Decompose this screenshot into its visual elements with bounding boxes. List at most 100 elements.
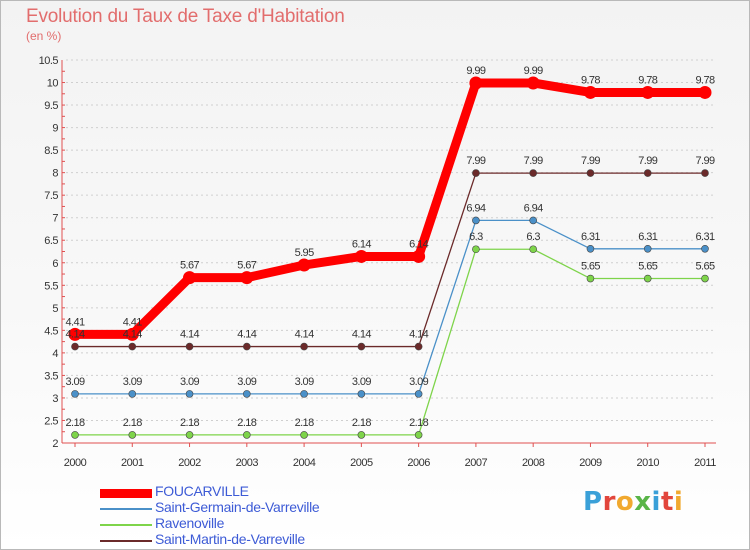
data-label: 9.78 (638, 74, 657, 86)
x-tick-label: 2010 (636, 457, 659, 469)
legend-label: Saint-Germain-de-Varreville (155, 499, 320, 515)
data-point (586, 274, 595, 283)
data-label: 2.18 (237, 417, 256, 429)
data-point (586, 244, 595, 253)
data-labels: 2.18 2.18 2.18 2.18 2.18 2.18 2.18 6.3 6.3 5.65 5.… (65, 65, 715, 429)
data-point (641, 85, 655, 99)
data-label: 3.09 (65, 376, 84, 388)
data-label: 3.09 (409, 376, 428, 388)
data-point (243, 342, 251, 351)
y-tick-label: 9 (52, 123, 58, 135)
data-point (414, 342, 423, 351)
data-label: 9.99 (466, 65, 485, 77)
x-tick-label: 2009 (579, 457, 602, 469)
data-point (472, 245, 480, 254)
x-tick-labels: 2000 2001 2002 2003 2004 2005 2006 2007 2008 2009… (64, 443, 717, 469)
data-label: 3.09 (123, 376, 142, 388)
data-label: 5.95 (295, 247, 314, 259)
axes (61, 60, 716, 444)
data-label: 7.99 (581, 155, 600, 167)
x-tick-label: 2000 (64, 457, 87, 469)
data-point (643, 274, 652, 283)
data-point (472, 216, 480, 225)
series-layer (68, 76, 712, 439)
data-label: 5.65 (638, 261, 657, 273)
data-label: 4.14 (237, 329, 256, 341)
legend-swatch (100, 524, 152, 526)
data-label: 2.18 (65, 417, 84, 429)
data-label: 4.14 (123, 329, 142, 341)
y-tick-label: 5 (52, 303, 58, 315)
legend-swatch (100, 540, 152, 542)
data-label: 4.41 (65, 316, 84, 328)
y-tick-label: 10.5 (39, 55, 59, 67)
y-tick-label: 6.5 (44, 235, 58, 247)
series-line-2 (74, 248, 706, 436)
data-point (414, 431, 423, 439)
data-point (128, 342, 137, 351)
data-label: 6.94 (466, 202, 485, 214)
data-point (183, 271, 197, 285)
data-label: 5.65 (695, 261, 714, 273)
data-label: 3.09 (352, 376, 371, 388)
data-point (300, 431, 308, 439)
y-tick-label: 10 (47, 78, 59, 90)
y-tick-label: 4 (52, 348, 58, 360)
data-label: 3.09 (237, 376, 256, 388)
data-point (357, 342, 366, 351)
logo-letter: t (660, 487, 674, 517)
x-tick-label: 2001 (121, 457, 144, 469)
legend-label: FOUCARVILLE (155, 483, 249, 499)
data-label: 2.18 (352, 417, 371, 429)
data-label: 6.14 (352, 238, 371, 250)
data-label: 2.18 (123, 417, 142, 429)
data-point (469, 76, 483, 90)
data-label: 4.14 (409, 329, 428, 341)
y-tick-label: 8 (52, 168, 58, 180)
data-label: 9.78 (581, 74, 600, 86)
data-label: 6.31 (695, 231, 714, 243)
data-label: 2.18 (409, 417, 428, 429)
data-point (243, 431, 251, 439)
logo-letter: x (634, 487, 652, 517)
data-point (125, 327, 139, 341)
logo-letter: i (651, 487, 661, 517)
data-point (701, 244, 709, 253)
data-label: 6.14 (409, 238, 428, 250)
x-tick-label: 2006 (407, 457, 430, 469)
grid-lines (62, 59, 716, 444)
data-label: 2.18 (180, 417, 199, 429)
data-point (643, 169, 652, 177)
chart-unit: (en %) (26, 29, 62, 43)
y-tick-label: 9.5 (44, 100, 58, 112)
logo-letter: P (583, 487, 603, 517)
data-point (529, 216, 537, 225)
x-tick-label: 2005 (350, 457, 373, 469)
data-label: 4.41 (123, 316, 142, 328)
data-point (128, 390, 137, 398)
data-point (701, 274, 709, 283)
data-label: 6.94 (524, 202, 543, 214)
data-point (240, 271, 254, 285)
data-label: 7.99 (524, 155, 543, 167)
data-point (300, 390, 308, 398)
data-label: 6.3 (526, 231, 540, 243)
y-tick-label: 8.5 (44, 145, 58, 157)
data-label: 7.99 (466, 155, 485, 167)
data-label: 3.09 (295, 376, 314, 388)
x-tick-label: 2002 (178, 457, 201, 469)
data-label: 9.78 (695, 74, 714, 86)
legend-label: Saint-Martin-de-Varreville (155, 531, 305, 547)
x-tick-label: 2004 (293, 457, 316, 469)
x-tick-label: 2011 (694, 457, 716, 469)
y-tick-label: 7 (52, 213, 58, 225)
data-point (643, 244, 652, 253)
data-point (701, 169, 709, 177)
data-label: 7.99 (695, 155, 714, 167)
data-point (185, 342, 194, 351)
data-label: 3.09 (180, 376, 199, 388)
y-tick-label: 6 (52, 258, 58, 270)
logo-letter: r (602, 487, 616, 517)
data-point (71, 390, 79, 398)
